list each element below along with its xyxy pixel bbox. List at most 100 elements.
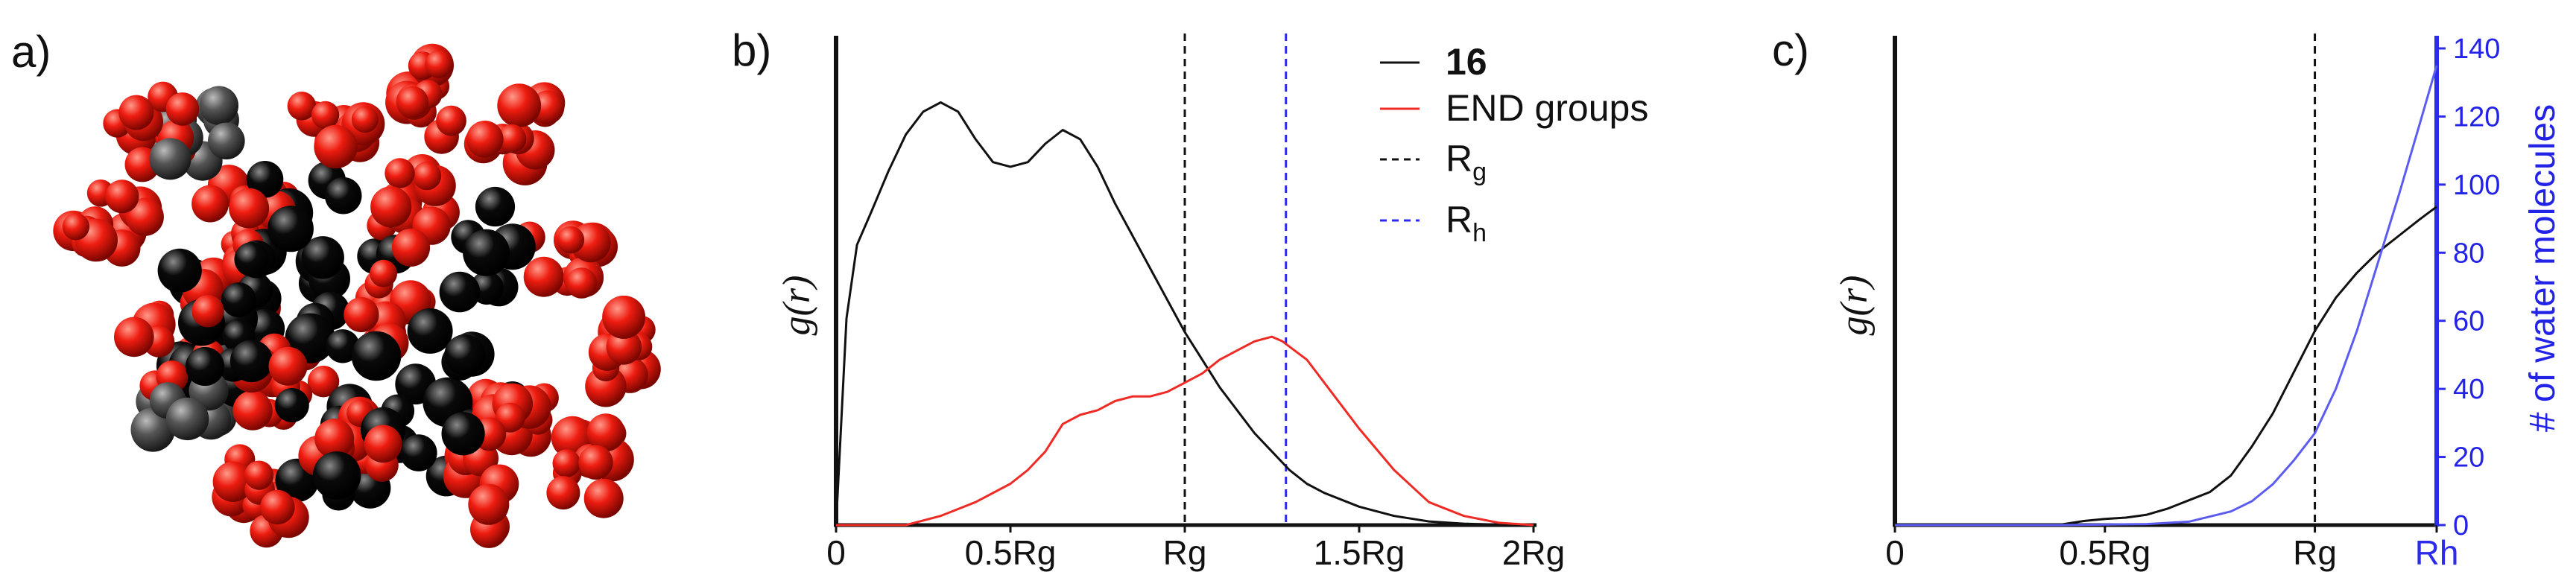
atom-sphere [497, 124, 527, 153]
chart-b: g(r) 0 0.5Rg Rg 1.5Rg 2Rg 16 END groups Rg R… [776, 34, 1648, 572]
atom-sphere [307, 366, 340, 398]
atom-sphere [192, 295, 224, 328]
atom-sphere [425, 50, 453, 78]
atom-sphere [364, 425, 402, 463]
atom-sphere [546, 476, 580, 510]
atom-sphere [475, 186, 516, 227]
atom-sphere [439, 271, 481, 313]
chart-c-y2tick-label: 120 [2453, 101, 2500, 133]
chart-b-reference-lines [1183, 34, 1288, 525]
chart-c-xtick-label: 0 [1885, 533, 1905, 572]
atom-sphere [232, 390, 273, 430]
chart-c-y2tick-label: 40 [2453, 374, 2484, 405]
atom-sphere [436, 105, 466, 136]
chart-c-xtick-label: Rh [2415, 533, 2459, 572]
chart-b-xtick-label: 2Rg [1502, 533, 1565, 572]
atom-sphere [370, 186, 412, 228]
chart-c-y2tick-label: 140 [2453, 34, 2500, 65]
chart-c-xtick-label: Rg [2293, 533, 2337, 572]
atom-sphere [384, 158, 415, 188]
chart-c-y2tick-label: 80 [2453, 238, 2484, 269]
atom-sphere [157, 248, 202, 293]
atom-sphere [312, 451, 361, 500]
atom-sphere [602, 295, 646, 339]
atom-sphere [468, 483, 510, 525]
atom-sphere [441, 412, 485, 456]
chart-b-legend: 16 END groups Rg Rh [1380, 41, 1648, 247]
chart-b-series-16 [835, 101, 1534, 527]
atom-sphere [130, 407, 175, 452]
atom-sphere [260, 489, 295, 525]
chart-c-series [1895, 65, 2438, 527]
chart-b-series-end-groups [836, 335, 1534, 527]
chart-c-y2label: # of water molecules [2523, 104, 2563, 432]
legend-label-end-groups: END groups [1446, 87, 1648, 129]
chart-c-y2-ticks: 0 20 40 60 80 100 120 140 [2437, 34, 2500, 541]
chart-b-xtick-label: 0.5Rg [965, 533, 1057, 572]
chart-b-series [835, 101, 1534, 527]
chart-b-xtick-label: Rg [1163, 533, 1207, 572]
dendrimer-molecule-image [53, 43, 661, 548]
atom-sphere [301, 236, 344, 279]
atom-sphere [351, 106, 379, 133]
atom-sphere [407, 308, 453, 354]
atom-sphere [105, 179, 139, 214]
atom-sphere [326, 329, 360, 363]
atom-sphere [497, 83, 542, 127]
atom-sphere [314, 124, 358, 169]
atom-sphere [552, 449, 581, 477]
chart-c-series-of-water-molecules [1895, 65, 2438, 527]
panel-a-label: a) [11, 27, 51, 77]
atom-sphere [466, 121, 504, 158]
atom-sphere [165, 397, 209, 441]
atom-sphere [192, 185, 230, 223]
chart-c-y2tick-label: 0 [2453, 510, 2469, 541]
atom-sphere [412, 161, 442, 191]
atom-sphere [229, 188, 270, 229]
atom-sphere [370, 259, 397, 287]
atom-sphere [62, 213, 90, 241]
atom-sphere [199, 86, 238, 125]
chart-c-y2tick-label: 60 [2453, 306, 2484, 337]
chart-c-xtick-label: 0.5Rg [2059, 533, 2151, 572]
atom-sphere [246, 161, 284, 198]
atom-sphere [324, 177, 362, 214]
atom-sphere [221, 282, 256, 317]
atom-sphere [396, 86, 428, 118]
atom-sphere [208, 122, 245, 160]
atom-sphere [557, 226, 585, 254]
atom-sphere [523, 256, 564, 297]
chart-b-x-ticks: 0 0.5Rg Rg 1.5Rg 2Rg [826, 525, 1565, 572]
chart-b-xtick-label: 1.5Rg [1314, 533, 1405, 572]
atom-sphere [344, 296, 379, 333]
atom-sphere [230, 340, 273, 383]
atom-sphere [118, 95, 154, 130]
atom-sphere [287, 92, 317, 121]
chart-c-x-ticks: 0 0.5Rg Rg Rh [1885, 525, 2458, 572]
atom-sphere [578, 445, 613, 480]
atom-sphere [149, 138, 192, 180]
legend-label-16: 16 [1446, 41, 1487, 83]
panel-b-label: b) [732, 25, 771, 75]
atom-sphere [351, 331, 402, 381]
atom-sphere [234, 242, 269, 277]
chart-b-xtick-label: 0 [826, 533, 846, 572]
chart-c-series-g-r [1895, 206, 2437, 527]
atom-sphere [267, 206, 314, 252]
atom-sphere [391, 228, 431, 267]
atom-sphere [114, 317, 154, 358]
atom-sphere [212, 461, 253, 502]
chart-c-y2tick-label: 20 [2453, 442, 2484, 474]
chart-c-y2tick-label: 100 [2453, 170, 2500, 201]
legend-label-rh: Rh [1446, 199, 1487, 247]
chart-b-ylabel: g(r) [776, 276, 818, 336]
atom-sphere [165, 92, 200, 126]
atom-sphere [444, 334, 486, 376]
chart-c: g(r) # of water molecules 0 0.5Rg Rg Rh 0 20… [1833, 34, 2563, 572]
atom-sphere [586, 413, 625, 452]
legend-label-rg: Rg [1446, 138, 1487, 186]
atom-sphere [314, 419, 355, 459]
atom-sphere [463, 229, 510, 276]
atom-sphere [268, 346, 308, 386]
